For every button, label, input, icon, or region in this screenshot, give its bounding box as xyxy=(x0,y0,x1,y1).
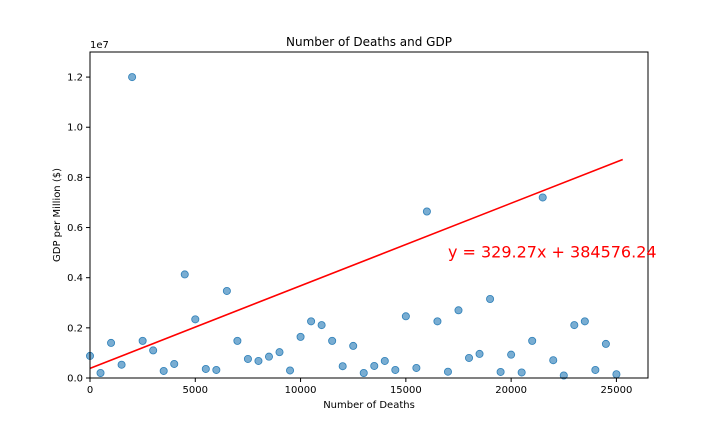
data-point xyxy=(150,347,157,354)
data-point xyxy=(307,318,314,325)
data-point xyxy=(276,349,283,356)
data-point xyxy=(139,337,146,344)
data-point xyxy=(444,368,451,375)
y-tick-label: 0.2 xyxy=(67,323,83,334)
data-point xyxy=(318,321,325,328)
data-point xyxy=(97,369,104,376)
data-point xyxy=(486,295,493,302)
data-point xyxy=(255,357,262,364)
data-point xyxy=(223,287,230,294)
y-tick-label: 0.8 xyxy=(67,173,83,184)
data-point xyxy=(465,354,472,361)
data-point xyxy=(286,367,293,374)
data-point xyxy=(381,357,388,364)
data-point xyxy=(171,360,178,367)
data-point xyxy=(350,342,357,349)
data-point xyxy=(581,318,588,325)
y-axis-offset-label: 1e7 xyxy=(90,40,109,51)
data-point xyxy=(371,362,378,369)
data-point xyxy=(508,351,515,358)
data-point xyxy=(360,369,367,376)
data-point xyxy=(550,357,557,364)
data-point xyxy=(402,313,409,320)
data-point xyxy=(329,337,336,344)
data-point xyxy=(107,339,114,346)
data-point xyxy=(571,321,578,328)
data-point xyxy=(339,363,346,370)
y-tick-label: 1.0 xyxy=(67,123,83,134)
data-point xyxy=(265,353,272,360)
data-point xyxy=(592,366,599,373)
y-axis-label: GDP per Million ($) xyxy=(52,168,63,262)
data-point xyxy=(413,364,420,371)
x-axis-label: Number of Deaths xyxy=(323,400,415,411)
x-tick-label: 25000 xyxy=(601,385,633,396)
y-tick-label: 0.4 xyxy=(67,273,83,284)
data-point xyxy=(423,208,430,215)
data-point xyxy=(181,271,188,278)
data-point xyxy=(129,73,136,80)
y-tick-label: 0.6 xyxy=(67,223,83,234)
y-tick-label: 0.0 xyxy=(67,374,83,385)
x-tick-label: 15000 xyxy=(390,385,422,396)
data-point xyxy=(602,340,609,347)
x-tick-label: 0 xyxy=(87,385,93,396)
x-tick-label: 10000 xyxy=(285,385,317,396)
data-point xyxy=(613,371,620,378)
y-tick-label: 1.2 xyxy=(67,73,83,84)
data-point xyxy=(213,366,220,373)
data-point xyxy=(392,366,399,373)
data-point xyxy=(518,369,525,376)
x-tick-label: 5000 xyxy=(183,385,208,396)
data-point xyxy=(434,318,441,325)
x-tick-label: 20000 xyxy=(495,385,527,396)
data-point xyxy=(455,307,462,314)
data-point xyxy=(234,337,241,344)
data-point xyxy=(160,367,167,374)
data-point xyxy=(192,316,199,323)
chart-title: Number of Deaths and GDP xyxy=(286,35,452,49)
data-point xyxy=(118,361,125,368)
data-point xyxy=(476,350,483,357)
regression-equation: y = 329.27x + 384576.24 xyxy=(448,243,657,262)
data-point xyxy=(497,368,504,375)
data-point xyxy=(244,355,251,362)
data-point xyxy=(297,333,304,340)
data-point xyxy=(529,337,536,344)
data-point xyxy=(202,365,209,372)
data-point xyxy=(539,194,546,201)
